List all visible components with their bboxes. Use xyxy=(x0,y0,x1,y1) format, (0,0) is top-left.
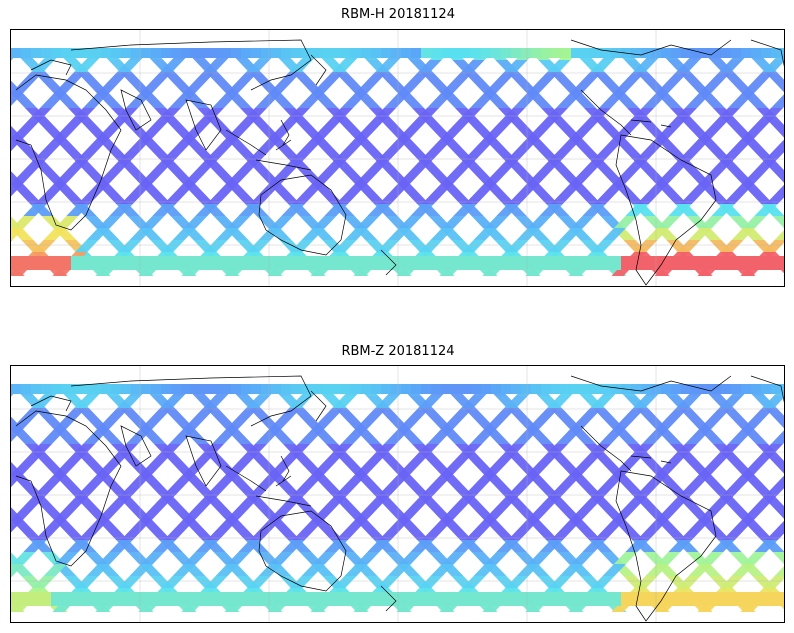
top-coastlines xyxy=(15,39,784,286)
bottom-coast-12 xyxy=(630,455,672,464)
top-coast-6 xyxy=(280,119,290,146)
bottom-coast-13 xyxy=(750,375,784,403)
top-coast-4 xyxy=(310,54,327,86)
bottom-coast-9 xyxy=(570,375,732,392)
bottom-coast-0 xyxy=(15,410,122,567)
map-svg-top xyxy=(11,30,784,286)
top-coast-11 xyxy=(615,134,717,286)
map-panel-top xyxy=(10,29,785,287)
bottom-coast-1 xyxy=(120,425,152,467)
bottom-coast-11 xyxy=(615,470,717,622)
bottom-coast-6 xyxy=(280,455,290,482)
bottom-coast-7 xyxy=(258,510,347,592)
bottom-coastlines xyxy=(15,375,784,622)
top-coast-3 xyxy=(70,39,312,91)
top-coast-0 xyxy=(15,74,122,231)
bottom-coast-8 xyxy=(380,585,397,612)
map-svg-bottom xyxy=(11,366,784,622)
bottom-gridlines xyxy=(11,366,784,622)
top-coast-13 xyxy=(750,39,784,67)
top-coast-8 xyxy=(380,249,397,276)
bottom-coast-4 xyxy=(310,390,327,422)
bottom-coast-2 xyxy=(185,435,222,487)
top-coast-12 xyxy=(630,119,672,128)
map-panel-bottom xyxy=(10,365,785,623)
bottom-coast-5 xyxy=(225,465,312,507)
top-coast-9 xyxy=(570,39,732,56)
top-coast-5 xyxy=(225,129,312,171)
top-gridlines xyxy=(11,30,784,286)
panel-title-top: RBM-H 20181124 xyxy=(341,7,455,22)
top-coast-1 xyxy=(120,89,152,131)
panel-title-bottom: RBM-Z 20181124 xyxy=(341,344,455,359)
top-coast-7 xyxy=(258,174,347,256)
bottom-swaths xyxy=(11,384,784,612)
bottom-coast-10 xyxy=(580,425,632,472)
top-swaths xyxy=(11,48,784,276)
top-coast-2 xyxy=(185,99,222,151)
top-coast-14 xyxy=(30,59,72,76)
top-coast-10 xyxy=(580,89,632,136)
bottom-coast-3 xyxy=(70,375,312,427)
bottom-coast-14 xyxy=(30,395,72,412)
